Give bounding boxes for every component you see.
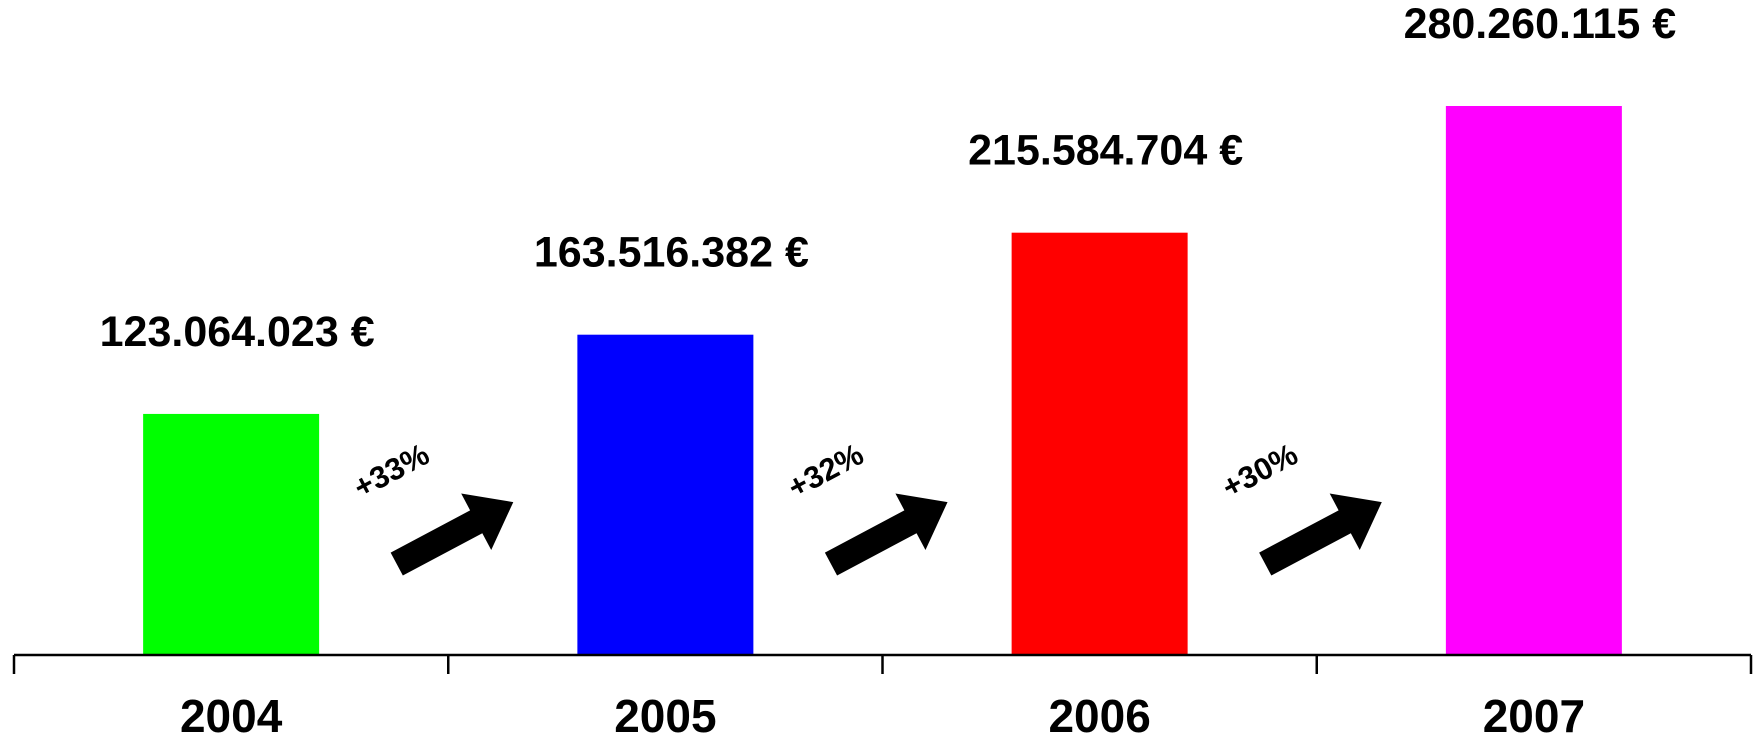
x-tick-label-2007: 2007 bbox=[1483, 690, 1585, 742]
bar-2005 bbox=[577, 334, 754, 655]
arrow-up-right-icon bbox=[824, 493, 948, 576]
value-label-2004: 123.064.023 € bbox=[100, 308, 375, 356]
growth-label-3: +30% bbox=[1216, 436, 1303, 505]
value-label-2007: 280.260.115 € bbox=[1404, 0, 1677, 48]
bars-layer bbox=[143, 106, 1622, 655]
bar-2006 bbox=[1011, 232, 1188, 655]
growth-arrow-2 bbox=[824, 493, 948, 576]
x-tick-label-2006: 2006 bbox=[1048, 690, 1150, 742]
growth-arrow-3 bbox=[1259, 493, 1382, 576]
value-label-2005: 163.516.382 € bbox=[534, 229, 809, 277]
growth-arrows-layer bbox=[390, 493, 1382, 576]
growth-arrow-1 bbox=[390, 493, 514, 576]
x-tick-label-2004: 2004 bbox=[180, 690, 283, 742]
growth-label-2: +32% bbox=[782, 436, 869, 505]
x-tick-label-2005: 2005 bbox=[614, 690, 716, 742]
growth-label-1: +33% bbox=[348, 436, 435, 505]
arrow-up-right-icon bbox=[390, 493, 514, 576]
bar-2004 bbox=[143, 413, 320, 655]
x-axis bbox=[12, 653, 1753, 674]
labels-layer: 123.064.023 € 2004 163.516.382 € 2005 215.58… bbox=[100, 0, 1677, 742]
arrow-up-right-icon bbox=[1259, 493, 1382, 576]
value-label-2006: 215.584.704 € bbox=[968, 127, 1243, 175]
bar-2007 bbox=[1445, 106, 1622, 655]
